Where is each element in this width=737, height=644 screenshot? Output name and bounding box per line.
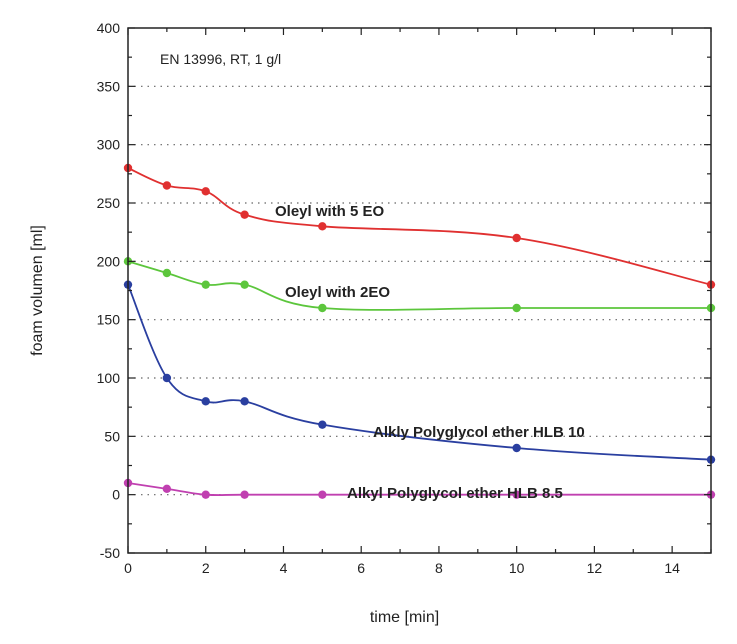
y-tick-label: 100	[97, 370, 121, 386]
x-tick-label: 6	[357, 560, 365, 576]
x-tick-label: 12	[587, 560, 603, 576]
y-tick-label: -50	[100, 545, 120, 561]
data-point	[512, 443, 521, 453]
data-point	[512, 490, 521, 499]
y-tick-label: 400	[97, 20, 121, 36]
series-line	[127, 167, 712, 286]
y-tick-label: 300	[97, 137, 121, 153]
y-tick-label: 50	[104, 428, 120, 444]
y-tick-label: 150	[97, 312, 121, 328]
data-point	[318, 420, 327, 429]
x-tick-label: 4	[280, 560, 288, 576]
series-label: Alkly Polyglycol ether HLB 10	[373, 424, 585, 441]
data-point	[201, 397, 210, 406]
series-label: Oleyl with 2EO	[285, 284, 390, 301]
y-axis-label: foam volumen [ml]	[29, 225, 46, 356]
chart-annotation: EN 13996, RT, 1 g/l	[160, 51, 281, 67]
series-label: Oleyl with 5 EO	[275, 203, 385, 220]
data-point	[512, 233, 521, 243]
series-lines	[123, 163, 716, 499]
data-point	[240, 397, 249, 406]
y-tick-label: 250	[97, 195, 121, 211]
plot-frame	[127, 27, 712, 554]
axes	[127, 27, 712, 554]
data-point	[162, 181, 172, 190]
x-tick-label: 2	[202, 560, 210, 576]
x-tick-label: 14	[664, 560, 680, 576]
data-point	[240, 280, 249, 289]
x-tick-label: 8	[435, 560, 443, 576]
data-point	[201, 187, 210, 196]
data-point	[201, 490, 210, 499]
y-tick-label: 350	[97, 78, 121, 94]
x-tick-label: 0	[124, 560, 132, 576]
data-point	[318, 303, 327, 313]
data-point	[512, 303, 521, 313]
data-point	[201, 280, 210, 289]
data-point	[240, 210, 249, 219]
data-point	[162, 373, 172, 383]
y-tick-label: 0	[112, 487, 120, 503]
data-point	[162, 484, 172, 494]
series-line	[127, 482, 711, 497]
x-axis-label: time [min]	[370, 609, 439, 626]
series-label: Alkyl Polyglycol ether HLB 8.5	[347, 485, 563, 502]
data-point	[318, 490, 327, 499]
series-line	[127, 260, 711, 311]
x-tick-label: 10	[509, 560, 525, 576]
data-point	[162, 268, 172, 278]
y-tick-label: 200	[97, 253, 121, 269]
data-point	[240, 490, 249, 499]
data-point	[318, 222, 327, 231]
